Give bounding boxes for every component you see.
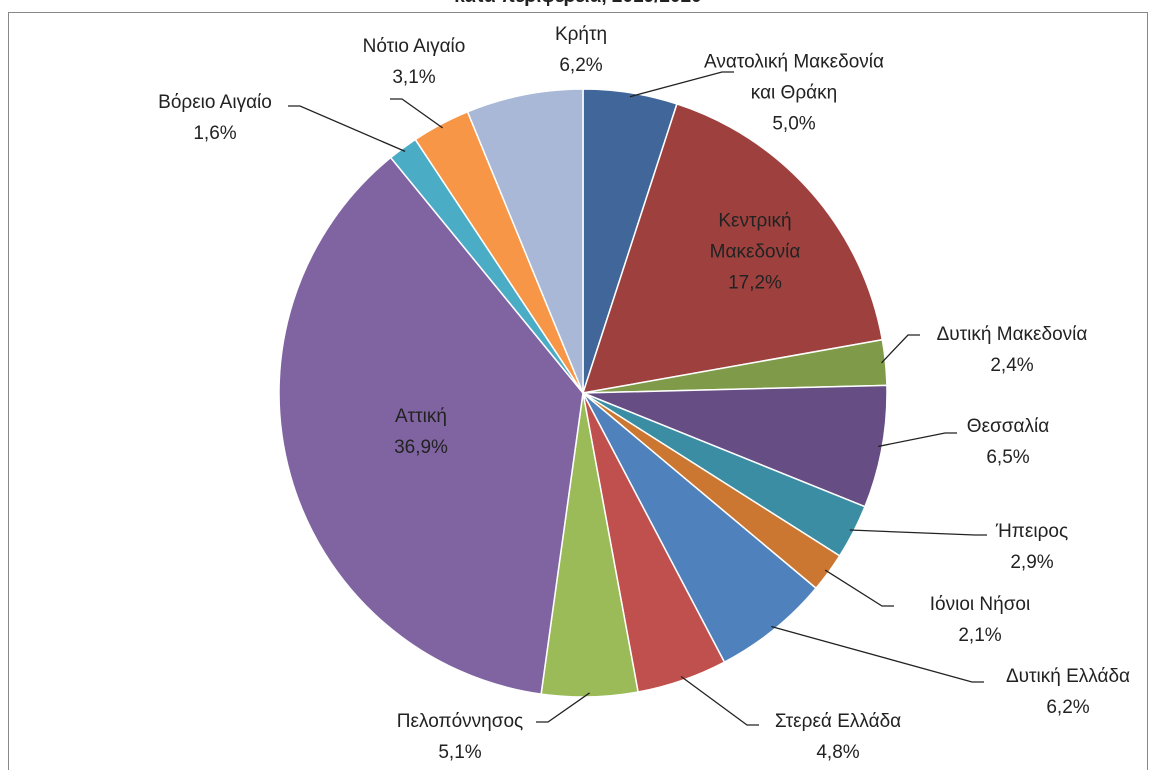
value-label: 2,1% <box>958 625 1002 646</box>
chart-title: κατά περιφέρεια, 2019/2020 <box>0 0 1156 8</box>
category-label: Ανατολική Μακεδονία και Θράκη <box>704 51 884 104</box>
category-label: Θεσσαλία <box>966 416 1050 437</box>
data-label: Ιόνιοι Νήσοι 2,1% <box>880 589 1080 651</box>
leader-line <box>680 675 759 726</box>
data-label: Αττική 36,9% <box>341 401 501 463</box>
category-label: Δυτική Μακεδονία <box>936 324 1088 345</box>
category-label: Βόρειο Αιγαίο <box>158 92 272 113</box>
data-label: Πελοπόννησος 5,1% <box>360 706 560 768</box>
chart-frame <box>8 12 1148 770</box>
pie-slice <box>582 384 888 508</box>
leader-line <box>849 529 987 536</box>
value-label: 2,4% <box>990 355 1034 376</box>
value-label: 6,5% <box>986 447 1030 468</box>
value-label: 2,9% <box>1010 552 1054 573</box>
leader-line <box>878 432 957 448</box>
leader-line <box>824 569 894 607</box>
value-label: 6,2% <box>1046 697 1090 718</box>
data-label: Δυτική Μακεδονία 2,4% <box>882 319 1142 381</box>
category-label: Ιόνιοι Νήσοι <box>929 594 1031 615</box>
value-label: 4,8% <box>816 742 860 763</box>
value-label: 6,2% <box>559 55 603 76</box>
leader-line <box>536 692 590 723</box>
value-label: 5,1% <box>438 742 482 763</box>
category-label: Κεντρική Μακεδονία <box>709 210 801 263</box>
category-label: Ήπειρος <box>995 521 1069 542</box>
category-label: Δυτική Ελλάδα <box>1005 666 1131 687</box>
value-label: 3,1% <box>392 67 436 88</box>
pie-slice <box>581 102 884 394</box>
category-label: Στερεά Ελλάδα <box>774 711 902 732</box>
data-label: Βόρειο Αιγαίο 1,6% <box>115 87 315 149</box>
leader-line <box>881 334 920 364</box>
category-label: Κρήτη <box>554 24 608 45</box>
category-label: Πελοπόννησος <box>396 711 524 732</box>
data-label: Ανατολική Μακεδονία και Θράκη 5,0% <box>704 47 884 140</box>
leader-line <box>771 625 984 683</box>
leader-line <box>288 105 406 153</box>
data-label: Στερεά Ελλάδα 4,8% <box>738 706 938 768</box>
data-label: Κρήτη 6,2% <box>501 19 661 81</box>
data-label: Νότιο Αιγαίο 3,1% <box>314 31 514 93</box>
value-label: 1,6% <box>193 123 237 144</box>
value-label: 17,2% <box>728 272 782 294</box>
value-label: 5,0% <box>772 113 816 135</box>
pie-slice <box>466 88 584 394</box>
data-label: Δυτική Ελλάδα 6,2% <box>968 661 1156 723</box>
category-label: Αττική <box>395 406 447 427</box>
category-label: Νότιο Αιγαίο <box>362 36 466 57</box>
pie-slice <box>278 156 584 695</box>
data-label: Κεντρική Μακεδονία 17,2% <box>675 206 835 299</box>
pie-slice <box>582 392 818 664</box>
leader-line <box>629 71 734 98</box>
leader-line <box>390 98 443 129</box>
data-label: Ήπειρος 2,9% <box>932 516 1132 578</box>
data-label: Θεσσαλία 6,5% <box>908 411 1108 473</box>
value-label: 36,9% <box>394 437 448 458</box>
